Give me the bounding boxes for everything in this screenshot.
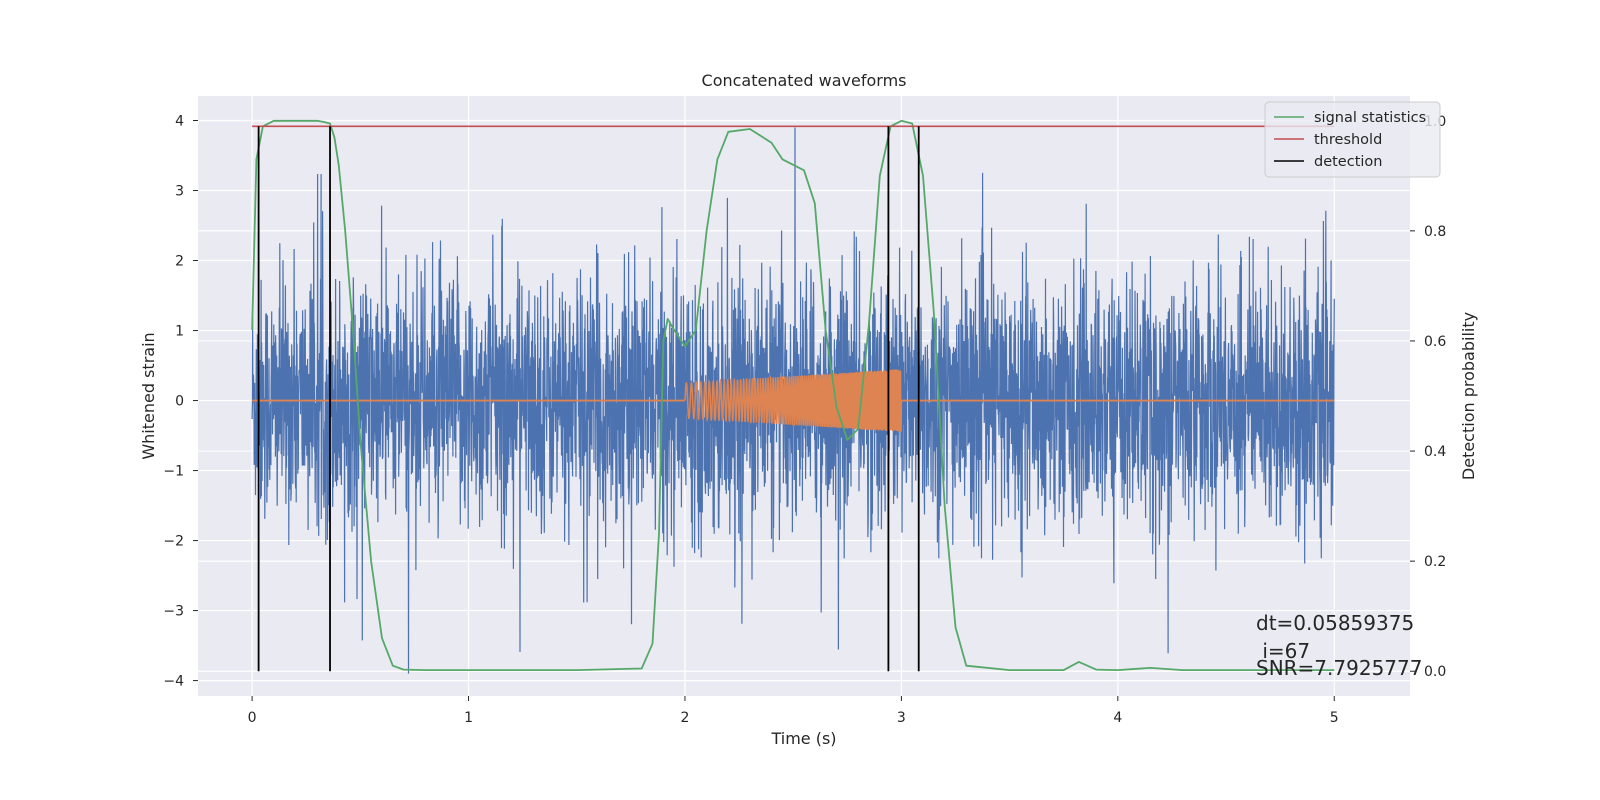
y-tick-label-right: 0.8	[1424, 224, 1446, 240]
x-tick-label: 5	[1330, 710, 1339, 726]
x-axis-label: Time (s)	[770, 729, 836, 748]
annotation-snr: SNR=7.7925777	[1256, 656, 1422, 680]
y-tick-label-right: 0.4	[1424, 444, 1446, 460]
y-axis-label: Whitened strain	[139, 332, 158, 459]
y-tick-label: −4	[163, 674, 184, 690]
legend-label-detection: detection	[1314, 154, 1382, 170]
x-tick-label: 2	[681, 710, 690, 726]
y-tick-label: 2	[175, 254, 184, 270]
y-tick-label: −1	[163, 464, 184, 480]
x-tick-label: 1	[464, 710, 473, 726]
annotation-dt: dt=0.05859375	[1256, 611, 1414, 635]
chart-title: Concatenated waveforms	[702, 71, 907, 90]
y-tick-label: 3	[175, 184, 184, 200]
y-tick-label-right: 0.0	[1424, 664, 1446, 680]
y-tick-label: 0	[175, 394, 184, 410]
y-axis-right-label: Detection probability	[1459, 312, 1478, 480]
legend-label-threshold: threshold	[1314, 132, 1382, 148]
x-tick-label: 0	[248, 710, 257, 726]
x-tick-label: 3	[897, 710, 906, 726]
y-tick-label: −3	[163, 604, 184, 620]
y-tick-label-right: 0.6	[1424, 334, 1446, 350]
legend-label-signal-statistics: signal statistics	[1314, 110, 1426, 126]
y-tick-label: 1	[175, 324, 184, 340]
y-tick-label: −2	[163, 534, 184, 550]
y-tick-label: 4	[175, 114, 184, 130]
y-tick-label-right: 0.2	[1424, 554, 1446, 570]
legend: signal statistics threshold detection	[1265, 102, 1440, 177]
x-tick-label: 4	[1113, 710, 1122, 726]
